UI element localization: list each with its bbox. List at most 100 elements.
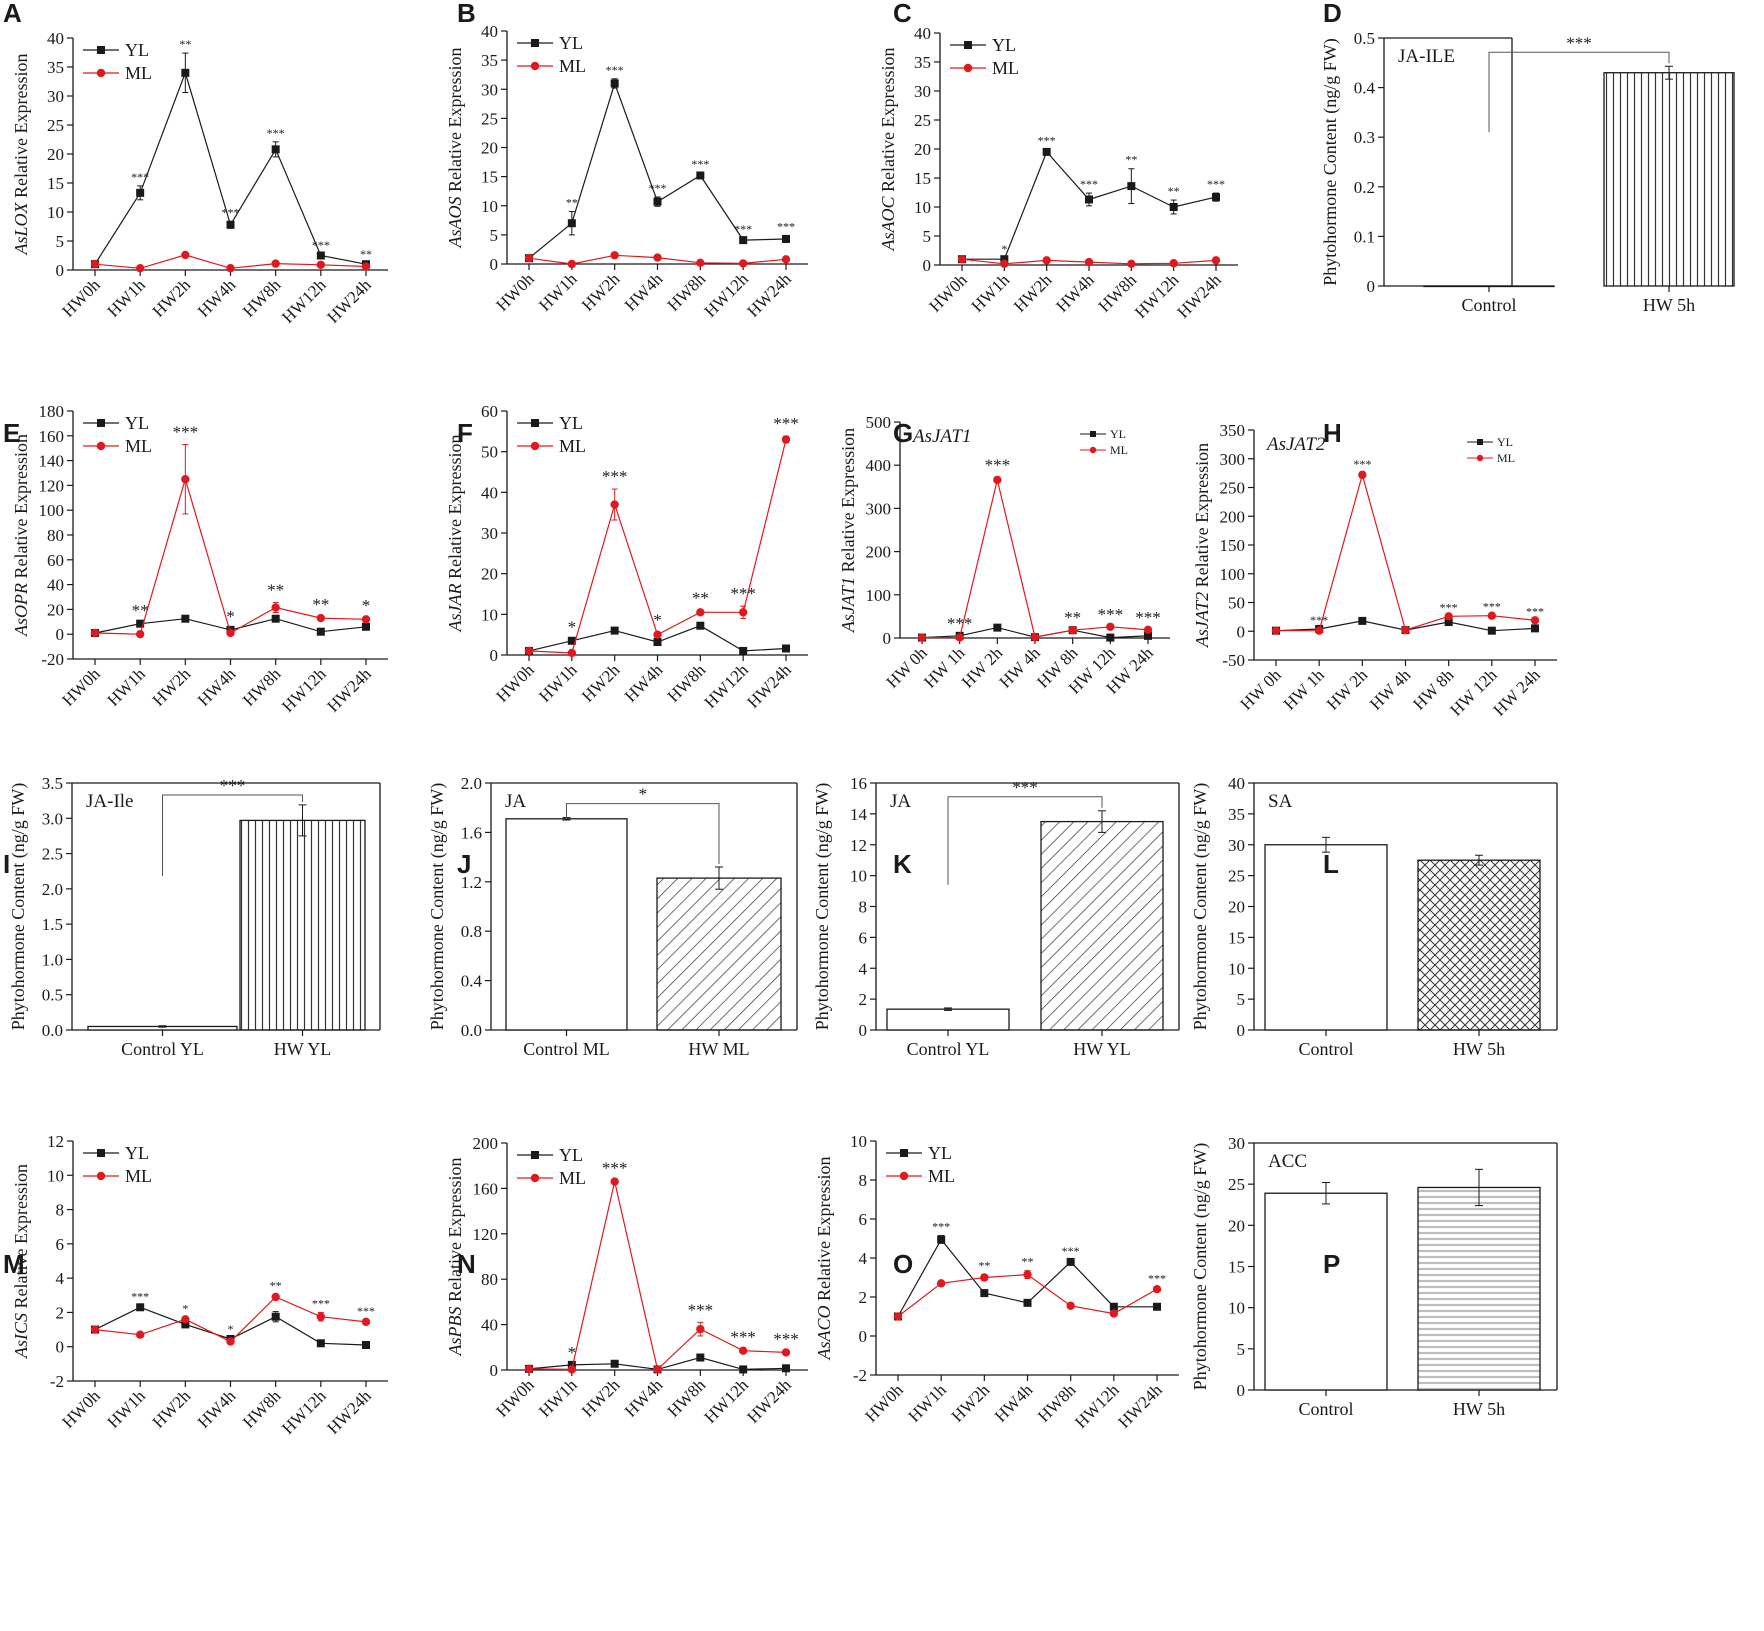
y-tick-label: 40 (481, 1316, 498, 1335)
y-axis-label: Phytohormone Content (ng/g FW) (812, 783, 833, 1030)
x-tick-label: HW YL (1073, 1039, 1131, 1059)
data-point-ML (781, 255, 791, 264)
y-axis-label: Phytohormone Content (ng/g FW) (8, 783, 29, 1030)
y-tick-label: 6 (56, 1235, 65, 1254)
legend-marker-ML (530, 61, 540, 71)
y-tick-label: 10 (481, 197, 498, 216)
panel-label-L: L (1323, 849, 1339, 879)
y-tick-label: 15 (914, 169, 931, 188)
x-tick-label: HW 5h (1453, 1039, 1505, 1059)
panel-label-K: K (893, 849, 912, 879)
significance-label: ** (267, 581, 284, 600)
x-tick-label: HW1h (968, 270, 1014, 316)
x-tick-label: HW2h (149, 1386, 195, 1432)
y-tick-label: 2.0 (461, 774, 482, 793)
x-tick-label: HW24h (323, 275, 375, 327)
data-point-YL (136, 188, 145, 197)
y-tick-label: 10 (47, 203, 64, 222)
y-tick-label: 5 (923, 227, 932, 246)
significance-label: *** (1207, 177, 1225, 191)
legend-label-YL: YL (125, 413, 149, 433)
significance-label: *** (312, 238, 330, 252)
y-tick-label: 30 (914, 82, 931, 101)
legend-label-ML: ML (125, 436, 152, 456)
panel-label-D: D (1323, 0, 1342, 28)
y-tick-label: 40 (914, 24, 931, 43)
data-point-ML (696, 608, 705, 617)
significance-label: *** (1080, 177, 1098, 191)
data-point-ML (1106, 622, 1115, 631)
y-tick-label: 4 (859, 1249, 868, 1268)
y-tick-label: 12 (47, 1132, 64, 1151)
y-axis-label: AsJAR Relative Expression (445, 435, 465, 633)
data-point-ML (738, 259, 748, 268)
legend-marker-ML (96, 68, 106, 78)
y-tick-label: 0.0 (42, 1021, 63, 1040)
y-tick-label: 10 (850, 1132, 867, 1151)
y-tick-label: 120 (473, 1225, 499, 1244)
x-tick-label: HW12h (700, 269, 752, 321)
significance-label: *** (1526, 604, 1544, 618)
x-tick-label: HW0h (492, 660, 538, 706)
x-tick-label: HW0h (492, 269, 538, 315)
data-point-ML (1000, 259, 1009, 269)
significance-label: * (1001, 242, 1007, 256)
data-point-ML (1530, 616, 1540, 625)
significance-label: ** (270, 1278, 282, 1292)
x-tick-label: HW1h (104, 664, 150, 710)
y-tick-label: 80 (47, 526, 64, 545)
data-point-YL (782, 234, 790, 243)
data-point-YL (567, 636, 576, 645)
legend-label-ML: ML (928, 1166, 955, 1186)
y-tick-label: 35 (914, 53, 931, 72)
data-point-YL (1066, 1257, 1075, 1266)
y-tick-label: 50 (481, 443, 498, 462)
y-tick-label: 25 (1228, 1175, 1245, 1194)
data-point-ML (271, 1292, 280, 1302)
data-point-ML (1487, 611, 1497, 620)
y-axis-label: AsJAT1 Relative Expression (838, 428, 858, 633)
y-tick-label: 200 (1220, 507, 1246, 526)
significance-label: *** (357, 1304, 375, 1318)
y-tick-label: 0 (1367, 277, 1376, 296)
inset-gene-label: AsJAT2 (1265, 434, 1326, 455)
y-tick-label: 0 (490, 646, 499, 665)
legend-marker-ML (899, 1171, 909, 1181)
x-tick-label: HW12h (1131, 270, 1183, 322)
y-tick-label: 35 (47, 58, 64, 77)
data-point-YL (1358, 616, 1367, 625)
data-point-YL (181, 1320, 190, 1329)
y-tick-label: 2 (56, 1303, 65, 1322)
data-point-ML (181, 475, 190, 484)
x-tick-label: HW4h (991, 1380, 1037, 1426)
panel-label-H: H (1323, 418, 1342, 448)
data-point-YL (567, 1360, 576, 1369)
data-point-YL (937, 1235, 946, 1244)
y-tick-label: 0 (859, 1327, 868, 1346)
data-point-ML (1358, 470, 1367, 480)
y-tick-label: 30 (1228, 1134, 1245, 1153)
y-axis-label-gene: AsAOS (445, 196, 465, 248)
y-tick-label: 0 (883, 629, 892, 648)
y-tick-label: 20 (47, 600, 64, 619)
bar-1 (1603, 72, 1735, 287)
x-tick-label: HW2h (149, 275, 195, 321)
data-point-ML (361, 615, 371, 624)
data-point-ML (567, 1365, 577, 1374)
data-point-ML (90, 1325, 100, 1334)
y-tick-label: 25 (914, 111, 931, 130)
y-tick-label: 0 (490, 1361, 499, 1380)
significance-label: *** (773, 1329, 799, 1348)
data-point-YL (181, 68, 190, 77)
y-tick-label: 20 (1228, 898, 1245, 917)
x-tick-label: HW4h (621, 1375, 667, 1421)
significance-label: *** (932, 1220, 950, 1234)
data-point-ML (1127, 259, 1136, 269)
y-tick-label: 0 (1237, 1381, 1246, 1400)
legend-marker-YL (97, 419, 105, 427)
panel-label-C: C (893, 0, 912, 28)
y-tick-label: -20 (41, 650, 64, 669)
data-point-YL (1212, 193, 1220, 202)
